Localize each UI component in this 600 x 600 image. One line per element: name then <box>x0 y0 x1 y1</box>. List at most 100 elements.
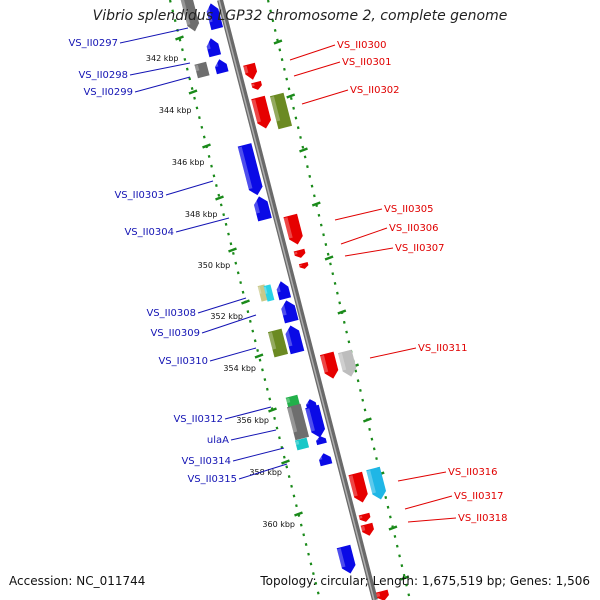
label-leader <box>344 247 394 257</box>
label-leader <box>134 76 191 93</box>
ruler-tick <box>362 417 372 423</box>
ruler-tick <box>281 459 290 465</box>
gene-label-vs_ii0314: VS_II0314 <box>181 456 231 467</box>
ruler-tick <box>286 93 296 99</box>
label-leader <box>232 447 285 462</box>
label-leader <box>119 27 189 44</box>
gene-vs_ii0315-glyph <box>317 453 333 467</box>
gene-label-vs_ii0305: VS_II0305 <box>384 204 434 215</box>
gene-label-vs_ii0307: VS_II0307 <box>395 243 445 254</box>
label-leader <box>340 227 388 245</box>
ruler-tick <box>337 309 347 315</box>
ruler-tick <box>294 511 303 517</box>
ruler-tick <box>175 35 184 41</box>
gene-vs_ii0307-glyph <box>298 261 309 269</box>
accession-label: Accession: NC_011744 <box>9 574 146 588</box>
gene-vs_ii0308b-glyph <box>263 284 275 302</box>
kbp-tick-label: 350 kbp <box>198 261 231 270</box>
label-leader <box>397 471 447 482</box>
gene-vs_ii0309b-glyph <box>279 300 299 324</box>
label-leader <box>369 347 417 359</box>
gene-vs_ii0300-glyph <box>243 62 258 80</box>
genome-summary-label: Topology: circular; Length: 1,675,519 bp… <box>260 574 590 588</box>
ruler-tick <box>268 407 277 413</box>
gene-label-vs_ii0318: VS_II0318 <box>458 513 508 524</box>
gene-vs_ii0299-glyph <box>213 59 229 75</box>
kbp-tick-label: 352 kbp <box>210 312 243 321</box>
backbone-highlight <box>218 0 375 600</box>
label-leader <box>165 180 214 196</box>
gene-label-vs_ii0301: VS_II0301 <box>342 57 392 68</box>
kbp-tick-label: 346 kbp <box>172 158 205 167</box>
kbp-tick-label: 344 kbp <box>159 106 192 115</box>
gene-vs_ii0318-glyph <box>360 522 374 536</box>
label-leader <box>238 463 288 480</box>
gene-blue-long-glyph <box>305 404 326 438</box>
gene-vs_ii0297-glyph <box>179 0 200 32</box>
gene-vs_ii0316-glyph <box>348 471 368 503</box>
gene-label-vs_ii0304: VS_II0304 <box>124 227 174 238</box>
gene-label-vs_ii0306: VS_II0306 <box>389 223 439 234</box>
map-title: Vibrio splendidus LGP32 chromosome 2, co… <box>92 8 508 24</box>
gene-label-vs_ii0310: VS_II0310 <box>158 356 208 367</box>
kbp-tick-label: 358 kbp <box>249 468 282 477</box>
gene-label-vs_ii0317: VS_II0317 <box>454 491 504 502</box>
label-leader <box>197 297 247 314</box>
gene-vs_ii0311b-glyph <box>337 349 357 377</box>
ruler-tick <box>215 195 224 201</box>
gene-label-vs_ii0312: VS_II0312 <box>173 414 223 425</box>
backbone <box>217 0 378 600</box>
gene-vs_ii0298-glyph <box>194 61 210 79</box>
gene-vs_ii0305-glyph <box>283 213 303 245</box>
ruler-tick <box>400 575 410 581</box>
kbp-tick-label: 354 kbp <box>223 364 256 373</box>
gene-vs_ii0302-glyph <box>251 95 272 129</box>
ruler-tick <box>273 39 283 45</box>
gene-label-vs_ii0316: VS_II0316 <box>448 467 498 478</box>
gene-label-vs_ii0309: VS_II0309 <box>150 328 200 339</box>
gene-vs_ii0303-glyph <box>237 143 263 196</box>
label-leader <box>293 61 341 77</box>
gene-label-vs_ii0303: VS_II0303 <box>114 190 164 201</box>
ruler-tick <box>324 255 334 261</box>
gene-vs_ii0314-glyph <box>294 437 310 451</box>
label-leader <box>334 208 383 221</box>
ruler-tick <box>188 89 198 95</box>
gene-vs_ii0317-glyph <box>358 512 371 522</box>
gene-vs_ii0301-glyph <box>251 80 262 90</box>
ruler-tick <box>228 247 237 253</box>
ruler-tick <box>241 299 250 305</box>
gene-label-vs_ii0315: VS_II0315 <box>187 474 237 485</box>
label-leader <box>404 495 453 510</box>
gene-label-vs_ii0302: VS_II0302 <box>350 85 400 96</box>
gene-vs_ii0311-glyph <box>319 351 339 379</box>
gene-label-vs_ii0297: VS_II0297 <box>68 38 118 49</box>
kbp-tick-label: 342 kbp <box>146 54 179 63</box>
gene-vs_ii0310-glyph <box>267 328 289 358</box>
gene-vs_ii0316b-glyph <box>366 466 387 500</box>
label-leader <box>289 44 336 61</box>
gene-blue-glyph <box>205 38 222 58</box>
ruler-tick <box>202 143 211 149</box>
gene-vs_ii0302b-glyph <box>269 92 293 130</box>
gene-label-vs_ii0311: VS_II0311 <box>418 343 468 354</box>
gene-vs_ii0304-glyph <box>252 196 272 222</box>
ruler-tick <box>254 353 264 359</box>
gene-label-ulaa: ulaA <box>207 435 229 446</box>
gene-ulaa-glyph <box>286 403 310 441</box>
gene-vs_ii0306-glyph <box>293 248 306 258</box>
kbp-tick-label: 348 kbp <box>185 210 218 219</box>
ruler-tick <box>311 201 321 207</box>
gene-label-vs_ii0300: VS_II0300 <box>337 40 387 51</box>
kbp-tick-label: 356 kbp <box>236 416 269 425</box>
label-leader <box>129 62 191 76</box>
kbp-tick-label: 360 kbp <box>262 520 295 529</box>
ruler-tick <box>388 525 398 531</box>
gene-vs_ii0308a-glyph <box>257 284 269 302</box>
label-leader <box>175 217 230 233</box>
ruler-tick <box>299 147 308 153</box>
label-leader <box>301 89 349 105</box>
gene-label-vs_ii0299: VS_II0299 <box>83 87 133 98</box>
